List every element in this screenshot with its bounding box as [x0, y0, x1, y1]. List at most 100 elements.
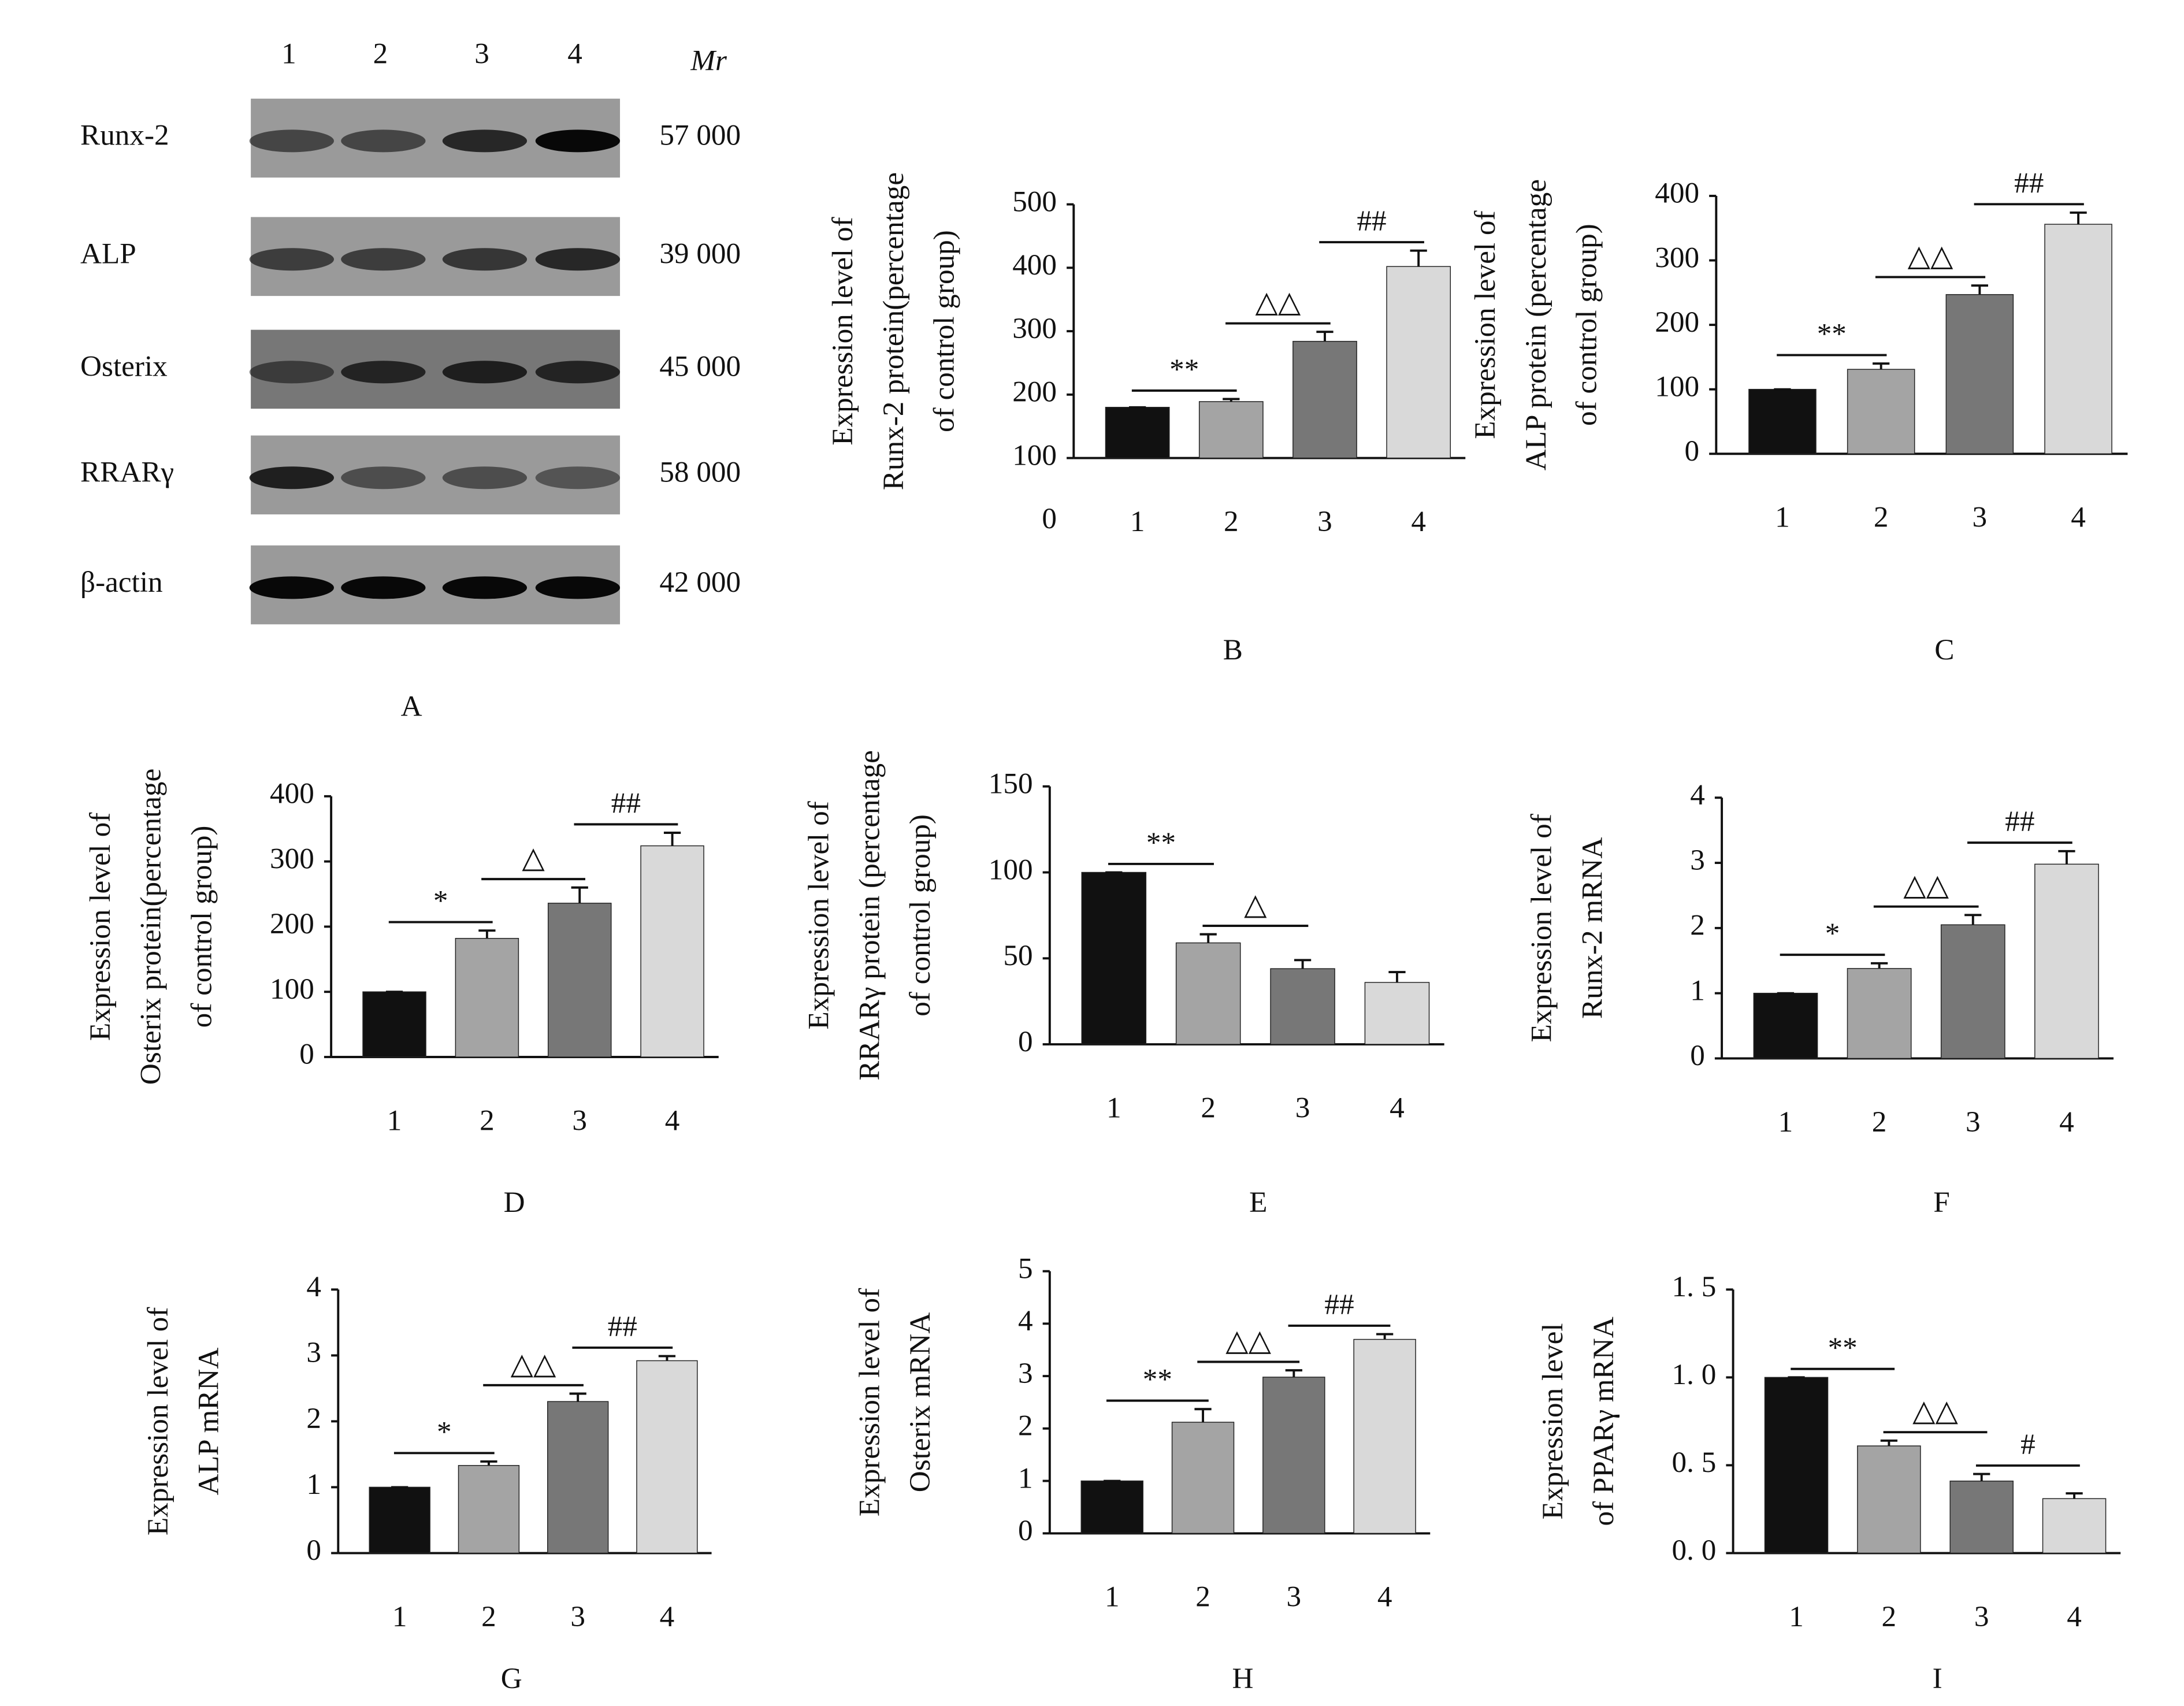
significance-mark: △△ [1908, 239, 1953, 272]
x-tick-label: 2 [1224, 505, 1239, 538]
y-tick-label: 1. 0 [1672, 1358, 1717, 1391]
blot-band [249, 466, 334, 489]
bar [640, 845, 704, 1058]
y-tick-label: 2 [306, 1402, 321, 1435]
y-tick-label: 0. 5 [1672, 1446, 1717, 1479]
bar [1764, 1377, 1829, 1554]
significance-mark: ** [1143, 1363, 1172, 1396]
y-tick-label: 100 [270, 973, 314, 1006]
blot-band [535, 248, 621, 271]
x-tick-label: 4 [660, 1600, 675, 1633]
lane-label: 2 [373, 37, 388, 70]
x-tick-label: 3 [1974, 1600, 1989, 1633]
significance-mark: ## [2014, 166, 2044, 199]
bar [1748, 388, 1817, 454]
x-tick-label: 1 [387, 1104, 402, 1137]
y-axis-label: of control group) [928, 230, 961, 432]
y-tick-label: 3 [1018, 1357, 1033, 1390]
blot-band [341, 248, 426, 271]
x-tick-label: 3 [572, 1104, 587, 1137]
x-tick-label: 3 [1295, 1091, 1310, 1124]
x-tick-label: 1 [1130, 505, 1145, 538]
significance-mark: ## [2005, 805, 2034, 838]
error-bar [1294, 959, 1312, 969]
significance-mark: △ [1244, 888, 1267, 921]
y-tick-label: 400 [1655, 177, 1699, 210]
blot-band [442, 576, 528, 599]
significance-mark: △△ [1912, 1395, 1958, 1427]
bar [1945, 294, 2014, 454]
bar [1940, 924, 2005, 1059]
x-tick-label: 4 [665, 1104, 680, 1137]
blot-band [341, 129, 426, 153]
y-tick-label: 100 [1012, 439, 1057, 472]
panel-label: G [501, 1662, 522, 1695]
y-axis-label: of PPARγ mRNA [1587, 1316, 1620, 1526]
y-tick-label: 300 [1655, 241, 1699, 274]
significance-mark: ** [1169, 353, 1199, 386]
y-axis-label: of control group) [185, 826, 218, 1028]
blot-band [535, 361, 621, 384]
significance-mark: ## [1324, 1288, 1354, 1321]
y-tick-label: 150 [989, 767, 1033, 800]
y-tick-label: 100 [989, 853, 1033, 886]
protein-name: Osterix [80, 350, 168, 383]
error-bar [1316, 331, 1334, 342]
y-tick-label: 4 [306, 1270, 321, 1303]
error-bar [478, 929, 496, 939]
protein-name: ALP [80, 238, 136, 270]
y-tick-label: 0 [1690, 1039, 1705, 1072]
x-tick-label: 4 [2071, 501, 2086, 534]
x-tick-label: 1 [1106, 1091, 1121, 1124]
y-axis-label: Runx-2 mRNA [1576, 837, 1609, 1019]
x-tick-label: 2 [480, 1104, 495, 1137]
bar [369, 1486, 430, 1554]
x-tick-label: 4 [2067, 1600, 2082, 1633]
bar [1105, 407, 1170, 459]
x-tick-label: 2 [1872, 1106, 1887, 1138]
blot-band [442, 248, 528, 271]
blot-band [341, 576, 426, 599]
error-bar [663, 832, 681, 846]
x-tick-label: 1 [392, 1600, 407, 1633]
y-axis-label: RRARγ protein (percentage [853, 750, 886, 1080]
bar [547, 903, 612, 1058]
significance-mark: * [1825, 917, 1840, 950]
x-tick-label: 3 [1973, 501, 1988, 534]
significance-mark: * [433, 885, 448, 918]
x-tick-label: 1 [1789, 1600, 1804, 1633]
significance-mark: # [2020, 1428, 2036, 1461]
panel-label: B [1223, 633, 1243, 666]
y-axis-label: Expression level of [853, 1288, 886, 1516]
panel-label: C [1934, 633, 1954, 666]
x-tick-label: 2 [1195, 1581, 1210, 1614]
panel-label: D [504, 1186, 525, 1219]
x-tick-label: 3 [570, 1600, 585, 1633]
y-axis-label: of control group) [1570, 224, 1603, 426]
y-axis-label: Expression level of [84, 812, 117, 1041]
y-tick-label: 3 [306, 1336, 321, 1369]
y-tick-label: 3 [1690, 844, 1705, 877]
error-bar [1873, 362, 1890, 370]
significance-mark: ## [611, 787, 641, 819]
y-axis-label: of control group) [904, 814, 937, 1017]
protein-name: Runx-2 [80, 119, 169, 152]
x-tick-label: 3 [1287, 1581, 1302, 1614]
y-tick-label: 0 [299, 1038, 314, 1071]
bar [636, 1360, 698, 1554]
blot-band [249, 248, 334, 271]
y-tick-label: 300 [1012, 312, 1057, 345]
x-tick-label: 4 [2059, 1106, 2074, 1138]
error-bar [1973, 1473, 1990, 1481]
error-bar [569, 1392, 586, 1402]
y-tick-label: 1 [1690, 974, 1705, 1007]
error-bar [1971, 284, 1988, 295]
significance-mark: ** [1828, 1332, 1858, 1364]
error-bar [1870, 962, 1888, 969]
molecular-mass: 42 000 [659, 566, 741, 599]
y-axis-label: Expression level of [803, 800, 835, 1029]
y-tick-label: 5 [1018, 1252, 1033, 1285]
bar [1386, 266, 1451, 459]
